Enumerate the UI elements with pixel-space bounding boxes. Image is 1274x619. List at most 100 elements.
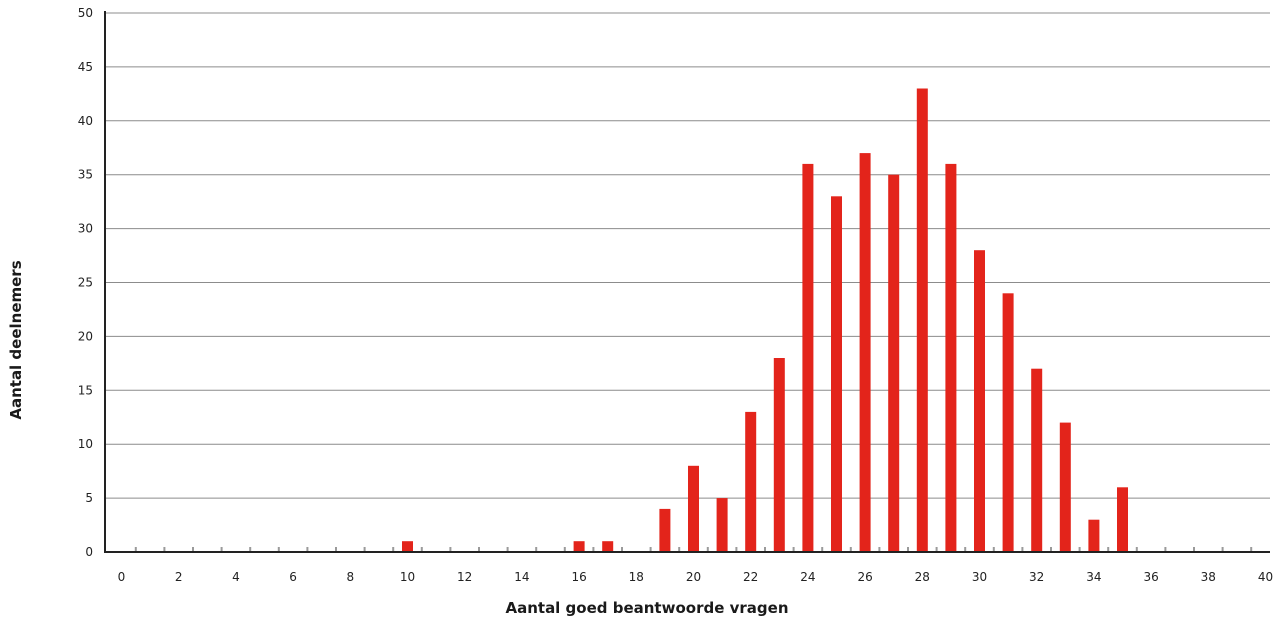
- x-tick-mark: [420, 547, 423, 551]
- x-tick-mark: [764, 547, 766, 551]
- x-tick-mark: [792, 547, 795, 551]
- bar: [945, 163, 957, 552]
- bar: [888, 174, 900, 552]
- bar: [745, 411, 757, 552]
- gridlines: [105, 12, 1270, 499]
- x-tick-label: 14: [514, 570, 529, 584]
- x-tick-label: 6: [289, 570, 297, 584]
- x-tick-label: 32: [1029, 570, 1044, 584]
- y-tick-label: 35: [78, 168, 93, 182]
- x-tick-mark: [735, 547, 738, 551]
- y-tick-label: 25: [78, 276, 93, 290]
- x-tick-mark: [478, 547, 480, 551]
- x-tick-label: 24: [800, 570, 815, 584]
- y-tick-label: 30: [78, 222, 93, 236]
- x-tick-label: 8: [346, 570, 354, 584]
- x-tick-mark: [220, 547, 223, 551]
- y-tick-label: 20: [78, 329, 93, 343]
- x-tick-mark: [392, 547, 395, 551]
- y-tick-label: 10: [78, 437, 93, 451]
- bar: [1117, 487, 1128, 552]
- bar: [859, 153, 871, 552]
- x-tick-label: 38: [1201, 570, 1216, 584]
- bar: [1059, 422, 1071, 552]
- x-tick-mark: [621, 547, 623, 551]
- x-tick-labels: 0 2 4 6 8 10 12 14 16 18 20 22 24 26 28 30 32 34 36 38 40: [118, 570, 1273, 584]
- x-tick-mark: [678, 547, 681, 551]
- x-tick-mark: [935, 547, 938, 551]
- bars: [402, 88, 1128, 553]
- y-tick-label: 40: [78, 114, 93, 128]
- bar: [773, 358, 785, 552]
- x-tick-label: 30: [972, 570, 987, 584]
- bar: [688, 465, 699, 552]
- x-tick-label: 2: [175, 570, 183, 584]
- x-tick-label: 26: [857, 570, 872, 584]
- x-tick-mark: [849, 547, 852, 551]
- x-tick-label: 34: [1086, 570, 1101, 584]
- x-tick-mark: [592, 547, 595, 551]
- x-tick-mark: [1193, 547, 1195, 551]
- x-tick-label: 28: [915, 570, 930, 584]
- x-tick-mark: [649, 547, 652, 551]
- bar: [716, 498, 728, 552]
- y-tick-label: 15: [78, 383, 93, 397]
- x-tick-mark: [306, 547, 309, 551]
- x-tick-mark: [1050, 547, 1052, 551]
- x-tick-label: 40: [1258, 570, 1273, 584]
- x-tick-mark: [277, 547, 280, 551]
- x-tick-mark: [992, 547, 995, 551]
- bar: [602, 541, 614, 552]
- bar: [802, 163, 814, 552]
- y-tick-label: 0: [85, 545, 93, 559]
- x-tick-mark: [1021, 547, 1024, 551]
- x-tick-mark: [192, 547, 194, 551]
- x-axis-label: Aantal goed beantwoorde vragen: [505, 599, 788, 617]
- x-tick-mark: [363, 547, 366, 551]
- y-tick-labels: 0 5 10 15 20 25 30 35 40 45 50: [78, 6, 93, 559]
- x-tick-label: 0: [118, 570, 126, 584]
- bar: [402, 541, 413, 552]
- y-tick-label: 45: [78, 60, 93, 74]
- x-tick-mark: [706, 547, 709, 551]
- bar: [1088, 519, 1100, 552]
- x-tick-mark: [1135, 547, 1138, 551]
- x-tick-label: 22: [743, 570, 758, 584]
- bar: [1002, 293, 1014, 552]
- bar: [659, 508, 671, 552]
- x-tick-label: 20: [686, 570, 701, 584]
- x-tick-mark: [1164, 547, 1167, 551]
- x-tick-label: 36: [1143, 570, 1158, 584]
- bar: [573, 541, 585, 552]
- x-tick-mark: [163, 547, 166, 551]
- x-tick-mark: [964, 547, 967, 551]
- x-tick-mark: [335, 547, 337, 551]
- x-tick-mark: [1250, 547, 1253, 551]
- y-tick-label: 5: [85, 491, 93, 505]
- x-tick-mark: [1078, 547, 1081, 551]
- x-tick-mark: [535, 547, 538, 551]
- y-axis-label: Aantal deelnemers: [7, 260, 25, 419]
- x-tick-mark: [878, 547, 881, 551]
- x-tick-mark: [506, 547, 509, 551]
- x-tick-mark: [249, 547, 252, 551]
- x-tick-label: 18: [629, 570, 644, 584]
- x-tick-mark: [1221, 547, 1224, 551]
- bar: [974, 250, 985, 552]
- x-tick-mark: [907, 547, 909, 551]
- axes: [104, 11, 1270, 553]
- x-tick-label: 16: [571, 570, 586, 584]
- x-tick-mark: [563, 547, 566, 551]
- y-tick-label: 50: [78, 6, 93, 20]
- x-tick-mark: [134, 547, 137, 551]
- bar: [916, 88, 928, 552]
- x-tick-mark: [821, 547, 824, 551]
- bar: [831, 196, 842, 553]
- x-tick-mark: [449, 547, 452, 551]
- bar: [1031, 368, 1043, 552]
- x-tick-mark: [1107, 547, 1110, 551]
- x-tick-label: 4: [232, 570, 240, 584]
- x-tick-label: 12: [457, 570, 472, 584]
- x-tick-label: 10: [400, 570, 415, 584]
